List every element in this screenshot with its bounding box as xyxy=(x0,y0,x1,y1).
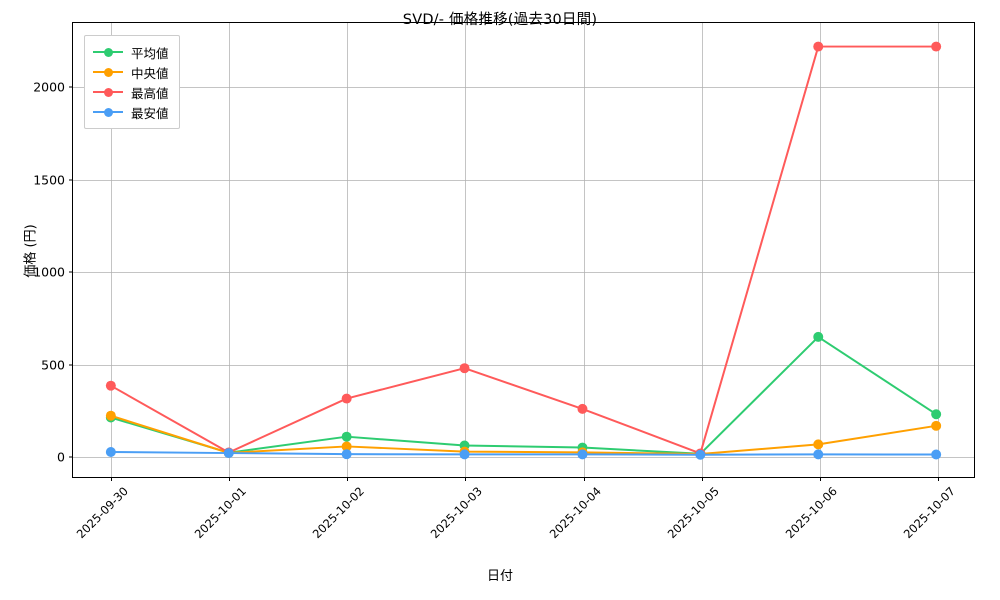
gridline-x-2025-09-30 xyxy=(110,23,112,477)
data-point xyxy=(459,363,470,374)
gridline-x-2025-10-07 xyxy=(938,23,940,477)
x-tick-label: 2025-10-07 xyxy=(900,484,958,542)
legend-label: 最高値 xyxy=(131,85,169,101)
legend-swatch-icon xyxy=(93,66,123,78)
legend-item-中央値[interactable]: 中央値 xyxy=(93,62,169,82)
x-tick-label: 2025-10-02 xyxy=(309,484,368,542)
x-tick-label: 2025-10-01 xyxy=(191,484,249,542)
data-point xyxy=(105,380,116,391)
legend-item-最安値[interactable]: 最安値 xyxy=(93,102,169,122)
data-point xyxy=(223,448,234,459)
legend-swatch-icon xyxy=(93,46,123,58)
x-tick-mark xyxy=(583,477,585,481)
y-tick-label: 1000 xyxy=(33,264,65,280)
data-point xyxy=(577,449,588,460)
y-tick-mark xyxy=(69,86,73,88)
legend-label: 平均値 xyxy=(131,45,169,61)
gridline-y-500 xyxy=(73,364,974,366)
data-point xyxy=(341,449,352,460)
data-point xyxy=(931,449,942,460)
gridline-y-2000 xyxy=(73,87,974,89)
data-point xyxy=(931,420,942,431)
legend-swatch-icon xyxy=(93,86,123,98)
series-平均値 xyxy=(105,331,942,459)
data-point xyxy=(813,41,824,52)
gridline-x-2025-10-06 xyxy=(819,23,821,477)
y-tick-mark xyxy=(69,456,73,458)
x-axis-label: 日付 xyxy=(486,569,513,584)
y-tick-label: 0 xyxy=(57,449,65,465)
x-tick-mark xyxy=(465,477,467,481)
data-point xyxy=(813,331,824,342)
data-point xyxy=(695,449,706,460)
x-tick-label: 2025-10-05 xyxy=(664,484,722,542)
x-tick-mark xyxy=(701,477,703,481)
gridline-x-2025-10-05 xyxy=(701,23,703,477)
data-point xyxy=(341,393,352,404)
series-line xyxy=(109,335,938,455)
x-tick-label: 2025-10-06 xyxy=(782,484,840,542)
x-tick-mark xyxy=(229,477,231,481)
chart-legend: 平均値中央値最高値最安値 xyxy=(84,35,180,129)
data-series-layer xyxy=(105,41,942,460)
data-point xyxy=(577,403,588,414)
legend-swatch-icon xyxy=(93,106,123,118)
gridline-y-1000 xyxy=(73,272,974,274)
y-tick-mark xyxy=(69,364,73,366)
data-point xyxy=(459,449,470,460)
data-point xyxy=(341,441,352,452)
data-point xyxy=(813,449,824,460)
y-tick-label: 2000 xyxy=(33,79,65,95)
y-tick-mark xyxy=(69,271,73,273)
legend-item-最高値[interactable]: 最高値 xyxy=(93,82,169,102)
series-line xyxy=(109,45,938,455)
y-tick-mark xyxy=(69,179,73,181)
y-tick-label: 500 xyxy=(41,357,65,373)
x-tick-mark xyxy=(938,477,940,481)
gridline-x-2025-10-02 xyxy=(347,23,349,477)
y-tick-label: 1500 xyxy=(33,172,65,188)
series-最高値 xyxy=(105,41,942,459)
legend-item-平均値[interactable]: 平均値 xyxy=(93,42,169,62)
x-tick-mark xyxy=(347,477,349,481)
gridline-y-0 xyxy=(73,457,974,459)
data-point xyxy=(105,410,116,421)
x-tick-label: 2025-10-03 xyxy=(428,484,486,542)
data-point xyxy=(931,41,942,52)
x-tick-label: 2025-10-04 xyxy=(546,484,604,542)
x-tick-label: 2025-09-30 xyxy=(73,484,131,542)
plot-area: 価格 (円) 0 500 1000 1500 2000 2025-09-30 2025-1… xyxy=(24,22,975,541)
series-line xyxy=(109,450,938,456)
legend-label: 中央値 xyxy=(131,65,169,81)
x-tick-mark xyxy=(819,477,821,481)
x-tick-mark xyxy=(110,477,112,481)
legend-label: 最安値 xyxy=(131,105,169,121)
data-point xyxy=(931,409,942,420)
chart-title: SVD/- 価格推移(過去30日間) xyxy=(402,12,598,28)
gridline-x-2025-10-04 xyxy=(583,23,585,477)
gridline-x-2025-10-01 xyxy=(229,23,231,477)
series-最安値 xyxy=(105,446,942,460)
gridline-x-2025-10-03 xyxy=(465,23,467,477)
data-point xyxy=(341,431,352,442)
data-point xyxy=(105,446,116,457)
gridline-y-1500 xyxy=(73,179,974,181)
data-point xyxy=(813,439,824,450)
series-line xyxy=(109,414,938,455)
